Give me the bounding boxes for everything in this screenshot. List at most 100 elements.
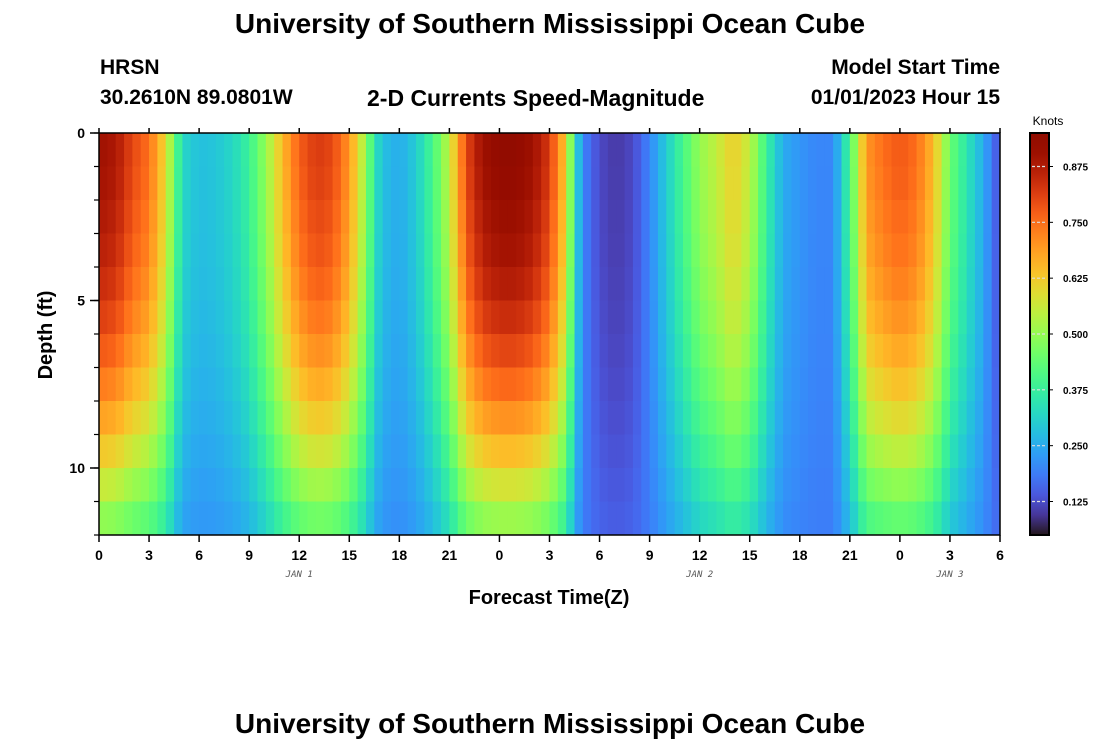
heatmap-cell	[382, 233, 392, 268]
heatmap-cell	[307, 501, 317, 535]
heatmap-cell	[783, 200, 793, 235]
heatmap-cell	[908, 367, 918, 402]
heatmap-cell	[340, 367, 350, 402]
heatmap-cell	[607, 434, 617, 469]
heatmap-cell	[441, 200, 450, 235]
heatmap-cell	[574, 166, 584, 201]
heatmap-cell	[407, 200, 417, 235]
heatmap-cell	[407, 166, 417, 201]
heatmap-cell	[390, 434, 400, 469]
heatmap-cell	[491, 401, 501, 436]
heatmap-cell	[516, 501, 526, 535]
heatmap-cell	[199, 401, 209, 436]
heatmap-cell	[766, 200, 776, 235]
heatmap-cell	[949, 434, 959, 469]
heatmap-cell	[557, 133, 567, 168]
heatmap-cell	[365, 166, 375, 201]
heatmap-cell	[716, 468, 726, 503]
heatmap-cell	[949, 200, 959, 235]
heatmap-cell	[99, 133, 108, 168]
heatmap-cell	[199, 334, 209, 369]
heatmap-cell	[858, 233, 868, 268]
heatmap-cell	[866, 267, 876, 302]
heatmap-cell	[149, 300, 158, 335]
heatmap-cell	[849, 334, 859, 369]
heatmap-cell	[165, 334, 175, 369]
heatmap-cell	[532, 401, 542, 436]
heatmap-cell	[174, 334, 184, 369]
heatmap-cell	[858, 133, 868, 168]
heatmap-cell	[974, 401, 984, 436]
heatmap-cell	[824, 166, 834, 201]
heatmap-cell	[874, 267, 884, 302]
heatmap-cell	[207, 267, 217, 302]
x-tick-label: 9	[245, 547, 253, 563]
heatmap-cell	[958, 300, 968, 335]
heatmap-cell	[582, 367, 592, 402]
x-tick-label: 12	[291, 547, 307, 563]
heatmap-cell	[582, 200, 592, 235]
heatmap-cell	[157, 468, 167, 503]
heatmap-cell	[833, 267, 843, 302]
heatmap-cell	[265, 468, 275, 503]
heatmap-cell	[299, 133, 309, 168]
heatmap-cell	[424, 434, 434, 469]
heatmap-cell	[432, 166, 442, 201]
heatmap-cell	[791, 166, 801, 201]
heatmap-cell	[749, 334, 759, 369]
x-tick-label: 0	[896, 547, 904, 563]
heatmap-cell	[532, 501, 542, 535]
heatmap-cell	[958, 166, 968, 201]
heatmap-cell	[916, 166, 926, 201]
heatmap-cell	[449, 501, 459, 535]
heatmap-cell	[657, 300, 667, 335]
heatmap-cell	[883, 200, 893, 235]
heatmap-cell	[941, 468, 951, 503]
heatmap-cell	[616, 501, 626, 535]
heatmap-cell	[182, 501, 192, 535]
heatmap-cell	[758, 367, 767, 402]
heatmap-cell	[232, 401, 242, 436]
heatmap-cell	[891, 233, 901, 268]
heatmap-cell	[207, 468, 217, 503]
heatmap-cell	[924, 166, 934, 201]
heatmap-cell	[624, 233, 634, 268]
heatmap-cell	[324, 501, 334, 535]
heatmap-cell	[966, 233, 976, 268]
heatmap-cell	[457, 300, 467, 335]
heatmap-cell	[632, 468, 642, 503]
heatmap-cell	[474, 501, 484, 535]
heatmap-cell	[733, 267, 742, 302]
heatmap-cell	[407, 401, 417, 436]
heatmap-cell	[524, 233, 534, 268]
heatmap-cell	[499, 468, 509, 503]
heatmap-cell	[107, 334, 117, 369]
heatmap-cell	[916, 233, 926, 268]
heatmap-cell	[174, 233, 184, 268]
heatmap-cell	[349, 166, 359, 201]
heatmap-cell	[349, 267, 359, 302]
heatmap-cell	[749, 401, 759, 436]
heatmap-cell	[708, 434, 717, 469]
heatmap-cell	[390, 300, 400, 335]
heatmap-cell	[524, 166, 534, 201]
heatmap-cell	[299, 166, 309, 201]
heatmap-cell	[432, 133, 442, 168]
heatmap-cell	[240, 133, 250, 168]
heatmap-cell	[674, 468, 684, 503]
heatmap-cell	[224, 367, 234, 402]
heatmap-cell	[240, 200, 250, 235]
heatmap-cell	[808, 367, 818, 402]
heatmap-cell	[674, 267, 684, 302]
heatmap-cell	[190, 367, 200, 402]
heatmap-cell	[616, 434, 626, 469]
heatmap-cell	[833, 501, 843, 535]
heatmap-cell	[365, 300, 375, 335]
heatmap-cell	[374, 200, 384, 235]
heatmap-cell	[566, 367, 576, 402]
heatmap-cell	[374, 166, 384, 201]
heatmap-cell	[340, 401, 350, 436]
heatmap-cell	[582, 501, 592, 535]
heatmap-cell	[899, 133, 909, 168]
heatmap-cell	[991, 367, 1000, 402]
